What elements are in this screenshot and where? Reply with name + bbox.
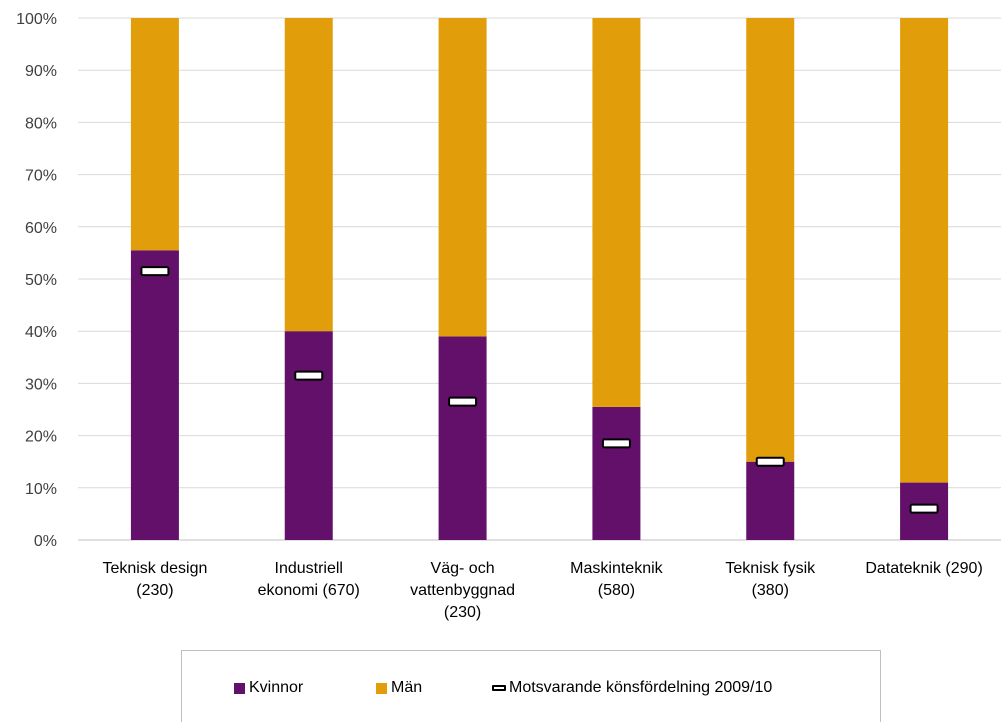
legend-swatch-man — [376, 682, 387, 694]
markers-2009-10 — [140, 266, 939, 514]
x-category-label: vattenbyggnad — [410, 582, 515, 599]
bar-man — [900, 18, 949, 483]
y-tick-label: 70% — [25, 168, 57, 185]
marker-2009-10 — [140, 266, 170, 277]
x-category-label: Industriell — [275, 560, 343, 577]
bar-kvinnor — [592, 406, 641, 540]
x-category-label: ekonomi (670) — [258, 582, 360, 599]
y-tick-label: 90% — [25, 63, 57, 80]
legend-item-motsvarande: Motsvarande könsfördelning 2009/10 — [492, 679, 772, 697]
bar-man — [592, 18, 641, 407]
y-tick-label: 30% — [25, 376, 57, 393]
y-tick-label: 10% — [25, 481, 57, 498]
y-tick-label: 20% — [25, 429, 57, 446]
y-tick-label: 80% — [25, 115, 57, 132]
bar-kvinnor — [130, 250, 179, 541]
bar-man — [130, 18, 179, 251]
legend-label-motsvarande: Motsvarande könsfördelning 2009/10 — [509, 679, 773, 696]
x-category-label: Teknisk fysik — [725, 560, 816, 577]
y-axis-tick-labels: 0% 10% 20% 30% 40% 50% 60% 70% 80% 90% 100% — [16, 11, 57, 550]
bar-kvinnor — [438, 336, 487, 540]
y-tick-label: 0% — [34, 533, 57, 550]
bar-man — [438, 18, 487, 337]
x-category-label: (580) — [598, 582, 635, 599]
y-tick-label: 60% — [25, 220, 57, 237]
x-category-label: Datateknik (290) — [865, 560, 982, 577]
bar-kvinnor — [284, 331, 333, 540]
bar-man — [284, 18, 333, 332]
y-tick-label: 50% — [25, 272, 57, 289]
x-category-label: (230) — [444, 604, 481, 621]
bars — [130, 18, 949, 541]
x-category-label: Maskinteknik — [570, 560, 663, 577]
bar-man — [746, 18, 795, 462]
x-category-label: (230) — [136, 582, 173, 599]
marker-2009-10 — [601, 438, 631, 449]
marker-2009-10 — [294, 370, 324, 381]
legend: Kvinnor Män Motsvarande könsfördelning 2… — [181, 650, 881, 722]
marker-2009-10 — [755, 456, 785, 467]
legend-marker-icon — [492, 685, 506, 691]
bar-kvinnor — [746, 461, 795, 540]
legend-label-man: Män — [391, 679, 423, 696]
marker-2009-10 — [448, 396, 478, 407]
gridlines — [78, 17, 1001, 541]
x-category-label: Teknisk design — [102, 560, 207, 577]
x-category-label: (380) — [752, 582, 789, 599]
x-category-label: Väg- och — [431, 560, 495, 577]
stacked-bar-chart: 0% 10% 20% 30% 40% 50% 60% 70% 80% 90% 100% Teknis… — [16, 11, 1001, 621]
legend-swatch-kvinnor — [234, 682, 245, 694]
y-tick-label: 100% — [16, 11, 57, 28]
marker-2009-10 — [909, 503, 939, 514]
legend-item-man: Män — [376, 679, 422, 697]
x-axis-category-labels: Teknisk design (230) Industriell ekonomi (6… — [102, 560, 982, 621]
legend-label-kvinnor: Kvinnor — [249, 679, 304, 696]
y-tick-label: 40% — [25, 324, 57, 341]
legend-item-kvinnor: Kvinnor — [234, 679, 303, 697]
